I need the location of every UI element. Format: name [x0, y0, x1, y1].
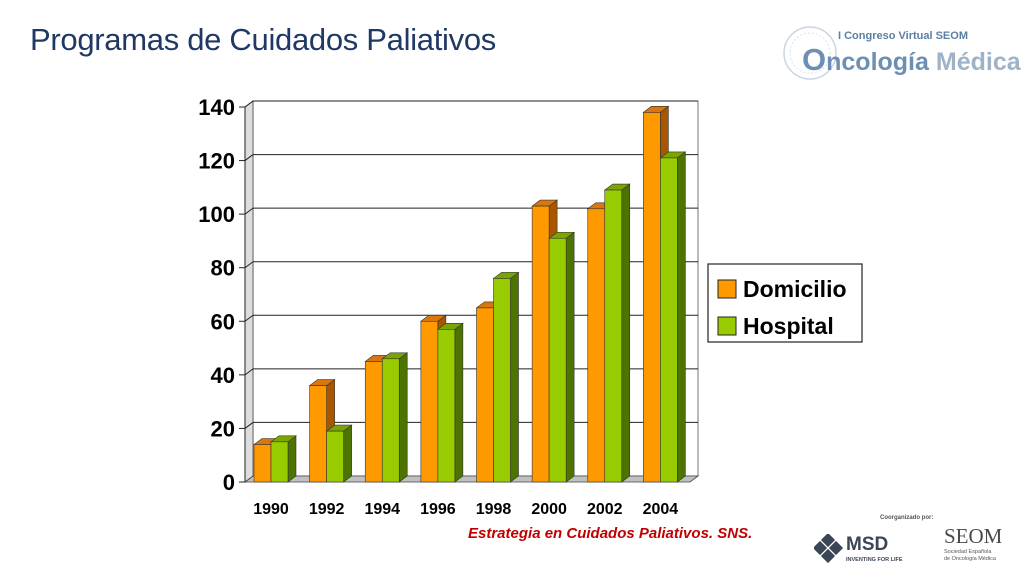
bar-side-hospital [343, 424, 352, 483]
bar-hospital-1994 [381, 358, 400, 483]
bar-side-hospital [677, 151, 686, 483]
bar-domicilio-2002 [587, 208, 606, 483]
congress-ring-icon [783, 26, 837, 80]
slide-title: Programas de Cuidados Paliativos [30, 22, 496, 57]
congress-oncologia: ncología [826, 48, 929, 76]
chart-y-tick-labels: 0 20 40 60 80 100 120 140 [198, 95, 235, 495]
chart-legend: Domicilio Hospital [707, 263, 863, 343]
bar-side-hospital [454, 322, 464, 483]
seom-sub1: Sociedad Española [944, 549, 992, 555]
bar-hospital-1996 [437, 329, 456, 483]
bar-domicilio-2000 [531, 205, 550, 483]
gridline-diagonal [244, 368, 254, 376]
bar-hospital-2002 [604, 189, 623, 483]
msd-name: MSD [846, 534, 889, 555]
bar-domicilio-2004 [643, 112, 661, 483]
legend-label-domicilio: Domicilio [743, 276, 847, 302]
y-tick-label: 140 [198, 95, 235, 120]
citation: Estrategia en Cuidados Paliativos. SNS. [468, 525, 753, 542]
bar-side-hospital [398, 352, 408, 483]
bar-hospital-1998 [493, 278, 511, 483]
x-tick-label: 2000 [531, 501, 567, 518]
msd-tagline: INVENTING FOR LIFE [846, 557, 903, 563]
y-tick-label: 40 [211, 363, 235, 388]
bar-hospital-1992 [326, 430, 344, 483]
gridline-diagonal [244, 100, 254, 108]
bar-domicilio-1990 [253, 444, 272, 483]
bar-side-hospital [621, 183, 631, 483]
gridline-diagonal [244, 154, 254, 161]
seom-name: SEOM [944, 524, 1003, 548]
congress-medica: Médica [935, 48, 1021, 76]
bar-side-hospital [287, 435, 297, 483]
bar-side-hospital [565, 231, 575, 483]
x-tick-label: 2002 [587, 501, 623, 518]
bar-side-hospital [510, 271, 519, 483]
gridline-diagonal [244, 207, 254, 215]
seom-logo: SEOM Sociedad Española de Oncología Médi… [944, 524, 1019, 574]
legend-swatch-hospital [717, 316, 737, 336]
y-tick-label: 20 [211, 416, 235, 441]
x-tick-label: 1990 [253, 501, 289, 518]
x-tick-label: 1992 [309, 501, 345, 518]
msd-logo: MSD INVENTING FOR LIFE [814, 532, 924, 568]
bar-domicilio-1998 [476, 307, 494, 483]
gridline-diagonal [244, 422, 254, 429]
gridline-diagonal [244, 261, 254, 269]
x-tick-label: 1994 [364, 501, 400, 518]
legend-label-hospital: Hospital [743, 313, 834, 339]
chart-x-tick-labels: 1990 1992 1994 1996 1998 2000 2002 2004 [253, 501, 678, 518]
congress-subtitle: Oncología Médica [802, 42, 1021, 78]
y-tick-label: 80 [211, 256, 235, 281]
msd-emblem-icon [814, 534, 844, 564]
y-tick-label: 120 [198, 149, 235, 174]
x-tick-label: 2004 [643, 501, 679, 518]
bar-hospital-1990 [270, 441, 289, 483]
bar-hospital-2000 [548, 237, 567, 483]
congress-logo: I Congreso Virtual SEOM Oncología Médica [780, 22, 1021, 84]
seom-sub2: de Oncología Médica [944, 555, 996, 562]
x-tick-label: 1998 [476, 501, 512, 518]
bar-hospital-2004 [660, 157, 678, 483]
x-tick-label: 1996 [420, 501, 456, 518]
congress-o-letter: O [802, 42, 827, 77]
congress-title: I Congreso Virtual SEOM [838, 30, 968, 42]
bar-domicilio-1992 [309, 385, 327, 483]
y-tick-label: 100 [198, 202, 235, 227]
bar-domicilio-1994 [364, 361, 383, 483]
gridline-diagonal [244, 314, 254, 322]
y-tick-label: 0 [223, 470, 235, 495]
bar-domicilio-1996 [420, 320, 439, 483]
y-tick-label: 60 [211, 309, 235, 334]
chart-bars [253, 105, 687, 483]
legend-swatch-domicilio [717, 279, 737, 299]
coorganized-label: Coorganizado por: [880, 515, 934, 521]
